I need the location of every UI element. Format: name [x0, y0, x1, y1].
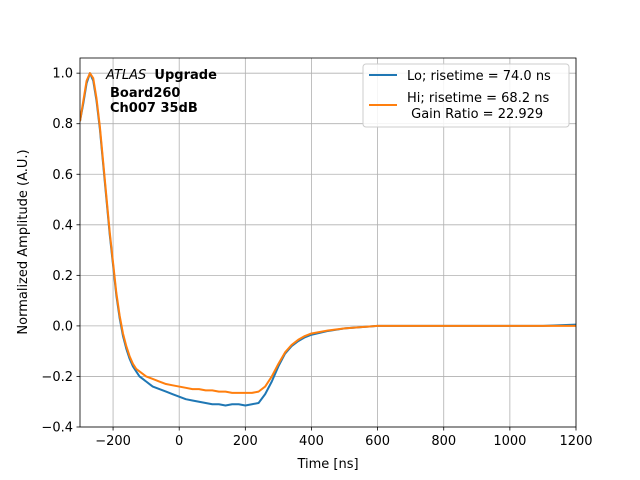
- annotation-bold: Upgrade: [154, 68, 217, 83]
- legend-box: [362, 63, 570, 128]
- x-tick-label: 1000: [493, 434, 526, 449]
- y-tick-label: 0.0: [52, 319, 73, 334]
- plot-frame: [79, 57, 577, 428]
- svg-text:ATLAS Upgrade: ATLAS Upgrade: [105, 68, 217, 83]
- annotation-italic: ATLAS: [105, 68, 146, 83]
- x-tick-label: 800: [431, 434, 456, 449]
- y-tick-label: −0.4: [41, 421, 73, 436]
- y-tick-label: 1.0: [52, 67, 73, 82]
- x-tick-label: 600: [365, 434, 390, 449]
- x-axis-ticks: −200 0 200 400 600 800 1000 1200: [95, 427, 593, 449]
- x-tick-label: 1200: [559, 434, 592, 449]
- atlas-annotation: ATLAS Upgrade Board260 Ch007 35dB: [105, 68, 217, 116]
- legend: Lo; risetime = 74.0 ns Hi; risetime = 68…: [362, 63, 570, 128]
- y-tick-label: −0.2: [41, 370, 73, 385]
- x-tick-label: 400: [299, 434, 324, 449]
- y-tick-label: 0.6: [52, 168, 73, 183]
- x-tick-label: 0: [175, 434, 183, 449]
- y-axis-ticks: −0.4 −0.2 0.0 0.2 0.4 0.6 0.8 1.0: [41, 67, 80, 436]
- legend-label-hi: Hi; risetime = 68.2 ns Gain Ratio = 22.9…: [407, 91, 549, 122]
- x-tick-label: −200: [95, 434, 131, 449]
- y-tick-label: 0.2: [52, 269, 73, 284]
- y-tick-label: 0.4: [52, 218, 73, 233]
- legend-label-lo: Lo; risetime = 74.0 ns: [407, 69, 551, 84]
- series-line-hi: [80, 72, 576, 394]
- y-axis-label: Normalized Amplitude (A.U.): [16, 149, 31, 334]
- x-axis-label: Time [ns]: [296, 457, 358, 472]
- series-layer: [80, 72, 576, 407]
- y-tick-label: 0.8: [52, 117, 73, 132]
- x-tick-label: 200: [233, 434, 258, 449]
- annotation-board: Board260: [110, 86, 180, 101]
- annotation-channel: Ch007 35dB: [110, 101, 198, 116]
